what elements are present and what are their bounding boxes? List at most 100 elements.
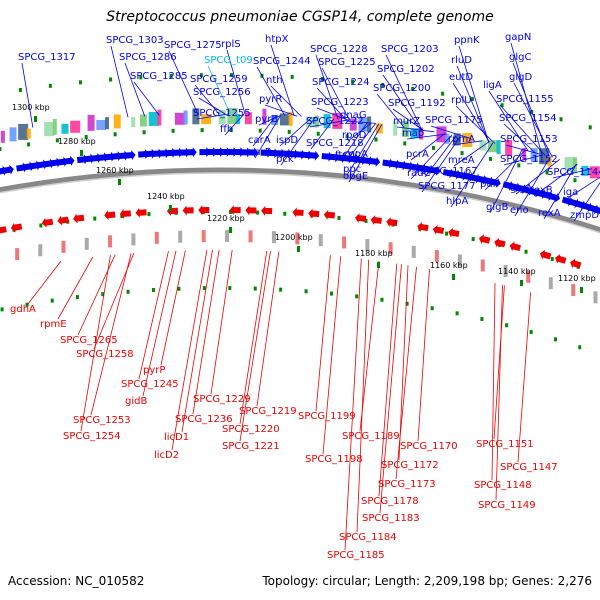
reverse-leader-line [256, 251, 280, 407]
forward-leader-line [224, 113, 245, 136]
reverse-leader-line [210, 250, 233, 395]
forward-gene-arrow [594, 206, 600, 217]
feature-block [349, 118, 357, 131]
tick-dot [256, 210, 260, 215]
tick-dot [230, 73, 234, 78]
reverse-gene-label: SPCG_1172 [381, 460, 439, 471]
tick-dot [18, 88, 22, 93]
reverse-gene-label: SPCG_1265 [60, 335, 118, 346]
forward-gene-arrow [489, 177, 501, 188]
tick-dot [411, 86, 415, 91]
forward-leader-line [196, 113, 229, 120]
reverse-gene-arrow [0, 225, 7, 236]
forward-leader-line [376, 93, 405, 128]
feature-block [548, 277, 553, 290]
forward-gene-label: rexA [538, 208, 561, 219]
forward-leader-line [392, 108, 424, 131]
forward-gene-label: ppnK [454, 35, 480, 46]
feature-block [393, 121, 398, 136]
feature-block [445, 133, 450, 144]
forward-gene-label: iga [563, 187, 578, 198]
tick-dot [351, 79, 355, 84]
tick-dot [405, 301, 409, 306]
feature-block [342, 236, 347, 249]
feature-block [61, 123, 69, 134]
forward-gene-label: SPCG_1255 [193, 108, 251, 119]
reverse-gene-label: SPCG_1199 [298, 411, 356, 422]
forward-leader-line [573, 182, 600, 222]
tick-dot [455, 311, 459, 316]
reverse-gene-label: SPCG_1258 [76, 349, 134, 360]
forward-gene-label: SPCG_1177 [418, 181, 476, 192]
forward-gene-label: eno [510, 205, 529, 216]
forward-gene-label: rplS [221, 39, 241, 50]
feature-block [539, 148, 550, 165]
scale-tick-mark [452, 274, 455, 280]
tick-dot [488, 156, 492, 161]
forward-leader-line [514, 156, 551, 217]
forward-gene-arrow [548, 192, 561, 203]
forward-gene-arrow [185, 147, 197, 158]
feature-block [227, 108, 238, 125]
scale-tick-mark [580, 287, 583, 293]
forward-gene-label: cpoA [343, 149, 368, 160]
reverse-gene-arrow [41, 217, 54, 228]
forward-leader-line [110, 45, 129, 118]
scale-tick-mark [34, 116, 37, 122]
forward-gene-arrow [2, 164, 14, 175]
forward-strand-genes [0, 146, 600, 217]
reverse-gene-arrow [119, 208, 132, 219]
tick-dot [101, 292, 105, 297]
forward-gene-label: ispD [276, 135, 298, 146]
tick-dot [25, 302, 29, 307]
feature-block [218, 110, 226, 125]
feature-block [174, 112, 185, 125]
forward-leader-line [226, 49, 246, 115]
forward-gene-label: SPCG_1228 [310, 44, 368, 55]
forward-gene-label: SPCG_1285 [130, 71, 188, 82]
feature-block [306, 116, 317, 127]
tick-dot [171, 128, 175, 133]
scale-tick-labels: 1300 kbp 1280 kbp 1260 kbp 1240 kbp 1220 kbp… [12, 103, 596, 293]
reverse-gene-arrow [478, 234, 491, 245]
reverse-gene-arrow [198, 205, 210, 216]
reverse-gene-label: SPCG_1220 [222, 424, 280, 435]
forward-leader-line [256, 66, 286, 116]
forward-gene-label: SPCG_1200 [373, 83, 431, 94]
reverse-gene-label: SPCG_1147 [500, 462, 558, 473]
reverse-gene-label: gdhA [10, 304, 36, 315]
feature-block [288, 111, 293, 126]
forward-leader-line [340, 122, 368, 162]
reverse-gene-arrow [494, 237, 506, 248]
tick-dot [545, 170, 549, 175]
forward-leader-line [512, 62, 550, 157]
forward-leader-line [410, 133, 445, 161]
forward-gene-label: pyrB [255, 114, 278, 125]
forward-gene-label: zmpD [570, 210, 599, 221]
reverse-gene-label: SPCG_1185 [327, 550, 385, 561]
forward-leader-line [455, 105, 496, 144]
forward-leader-line [382, 74, 422, 130]
tick-dot [304, 289, 308, 294]
forward-gene-label: SPCG_t09 [204, 55, 253, 66]
feature-block [526, 270, 531, 283]
tick-dot [109, 77, 113, 82]
forward-gene-label: rpoD [342, 130, 367, 141]
feature-block [178, 230, 183, 243]
forward-leader-line [488, 90, 529, 152]
tick-dot [550, 256, 554, 261]
feature-block [225, 230, 230, 243]
reverse-gene-label: SPCG_1178 [361, 496, 419, 507]
tick-dot [39, 223, 43, 228]
tick-dot [588, 125, 592, 130]
tick-dot [431, 145, 435, 150]
reverse-leader-line [517, 292, 531, 463]
scale-tick-label: 1260 kbp [96, 166, 134, 175]
forward-leader-line [252, 114, 277, 147]
tick-dot [258, 128, 262, 133]
reverse-gene-arrow [570, 258, 582, 269]
forward-gene-label: SPCG_1275 [164, 40, 222, 51]
forward-leader-line [258, 115, 281, 126]
tick-dot [364, 218, 368, 223]
